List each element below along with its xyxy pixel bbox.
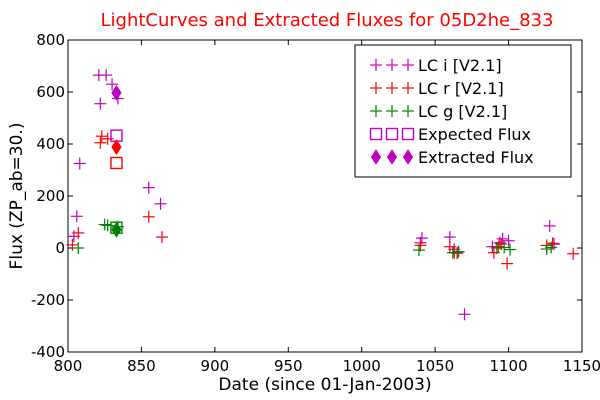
axis-ticks [67, 39, 583, 353]
legend-marker [386, 82, 398, 94]
y-tick-label: -400 [31, 343, 65, 361]
data-point-lc-r-v2-1 [567, 247, 580, 260]
data-point-lc-g-v2-1 [412, 244, 425, 257]
data-point-lc-i-v2-1 [548, 238, 561, 251]
data-point-lc-r-v2-1 [492, 240, 505, 253]
y-tick-label: 200 [36, 187, 65, 205]
data-point-extracted-flux [111, 221, 122, 238]
data-point-lc-r-v2-1 [414, 239, 427, 252]
data-point-lc-i-v2-1 [154, 197, 167, 210]
data-point-extracted-flux [111, 84, 122, 101]
y-axis-label: Flux (ZP_ab=30.) [7, 123, 27, 270]
data-point-lc-r-v2-1 [72, 226, 85, 239]
x-tick-label: 1000 [343, 357, 381, 375]
chart-title: LightCurves and Extracted Fluxes for 05D… [101, 10, 554, 31]
y-tick-label: 600 [36, 83, 65, 101]
series-extracted-flux [111, 84, 122, 238]
legend-item-lc-i-v2-1: LC i [V2.1] [370, 56, 502, 75]
legend-item-expected-flux: Expected Flux [369, 125, 531, 144]
legend-label: LC i [V2.1] [418, 56, 502, 75]
y-tick-label: 800 [36, 31, 65, 49]
legend-marker [370, 59, 382, 71]
x-tick-label: 800 [54, 357, 83, 375]
legend-marker [402, 59, 414, 71]
y-tick-label: 0 [55, 239, 65, 257]
data-point-lc-g-v2-1 [504, 243, 517, 256]
legend-marker [402, 82, 414, 94]
data-point-lc-i-v2-1 [502, 234, 515, 247]
x-tick-label: 950 [274, 357, 303, 375]
y-tick-label: -200 [31, 291, 65, 309]
data-point-lc-i-v2-1 [73, 157, 86, 170]
data-point-lc-r-v2-1 [155, 231, 168, 244]
data-point-lc-i-v2-1 [142, 181, 155, 194]
legend-item-extracted-flux: Extracted Flux [370, 148, 534, 167]
legend-item-lc-g-v2-1: LC g [V2.1] [370, 102, 507, 121]
legend-label: LC g [V2.1] [418, 102, 507, 121]
data-points [66, 69, 580, 321]
data-point-lc-g-v2-1 [72, 242, 85, 254]
data-point-lc-i-v2-1 [496, 232, 509, 245]
legend-label: LC r [V2.1] [418, 79, 504, 98]
legend: LC i [V2.1] LC r [V2.1] LC g [V2.1] Expecte… [354, 44, 572, 178]
data-point-lc-g-v2-1 [452, 245, 465, 258]
data-point-lc-r-v2-1 [95, 130, 108, 143]
axis-tick-labels: 800 850 900 950 1000 1050 1100 1150 -400 -200 0 200… [31, 31, 600, 375]
y-tick-label: 400 [36, 135, 65, 153]
data-point-lc-i-v2-1 [100, 69, 113, 82]
data-point-lc-i-v2-1 [94, 97, 107, 110]
data-point-lc-i-v2-1 [458, 308, 471, 321]
series-lc-g-v2-1 [72, 218, 558, 259]
legend-marker [402, 105, 414, 117]
data-point-expected-flux [110, 156, 123, 170]
data-point-extracted-flux [111, 139, 122, 156]
x-axis-label: Date (since 01-Jan-2003) [218, 375, 431, 395]
legend-marker [369, 127, 383, 141]
legend-marker [402, 149, 414, 165]
legend-marker [386, 59, 398, 71]
data-point-lc-r-v2-1 [501, 257, 514, 270]
legend-label: Expected Flux [418, 125, 531, 144]
legend-marker [385, 127, 399, 141]
data-point-lc-r-v2-1 [94, 136, 107, 149]
x-tick-label: 1100 [489, 357, 527, 375]
legend-marker [401, 127, 415, 141]
data-point-lc-i-v2-1 [543, 219, 556, 232]
x-tick-label: 1050 [416, 357, 454, 375]
data-point-lc-g-v2-1 [446, 246, 459, 259]
data-point-lc-g-v2-1 [498, 241, 511, 254]
data-point-lc-r-v2-1 [66, 238, 79, 251]
data-point-lc-i-v2-1 [415, 232, 428, 245]
data-point-lc-r-v2-1 [142, 210, 155, 223]
x-tick-label: 850 [127, 357, 156, 375]
legend-item-lc-r-v2-1: LC r [V2.1] [370, 79, 504, 98]
x-tick-label: 1150 [563, 357, 600, 375]
data-point-lc-g-v2-1 [545, 241, 558, 254]
legend-marker [370, 82, 382, 94]
legend-marker [386, 105, 398, 117]
x-tick-label: 900 [201, 357, 230, 375]
data-point-lc-g-v2-1 [98, 218, 111, 231]
legend-marker [370, 105, 382, 117]
legend-label: Extracted Flux [418, 148, 534, 167]
data-point-lc-i-v2-1 [70, 210, 83, 223]
data-point-lc-i-v2-1 [106, 78, 119, 91]
legend-marker [386, 149, 398, 165]
legend-marker [370, 149, 382, 165]
